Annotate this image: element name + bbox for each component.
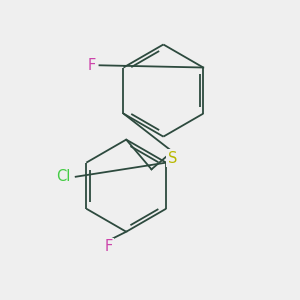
Text: F: F <box>104 239 112 254</box>
Text: Cl: Cl <box>57 169 71 184</box>
Text: S: S <box>168 151 177 166</box>
Text: F: F <box>88 58 96 73</box>
